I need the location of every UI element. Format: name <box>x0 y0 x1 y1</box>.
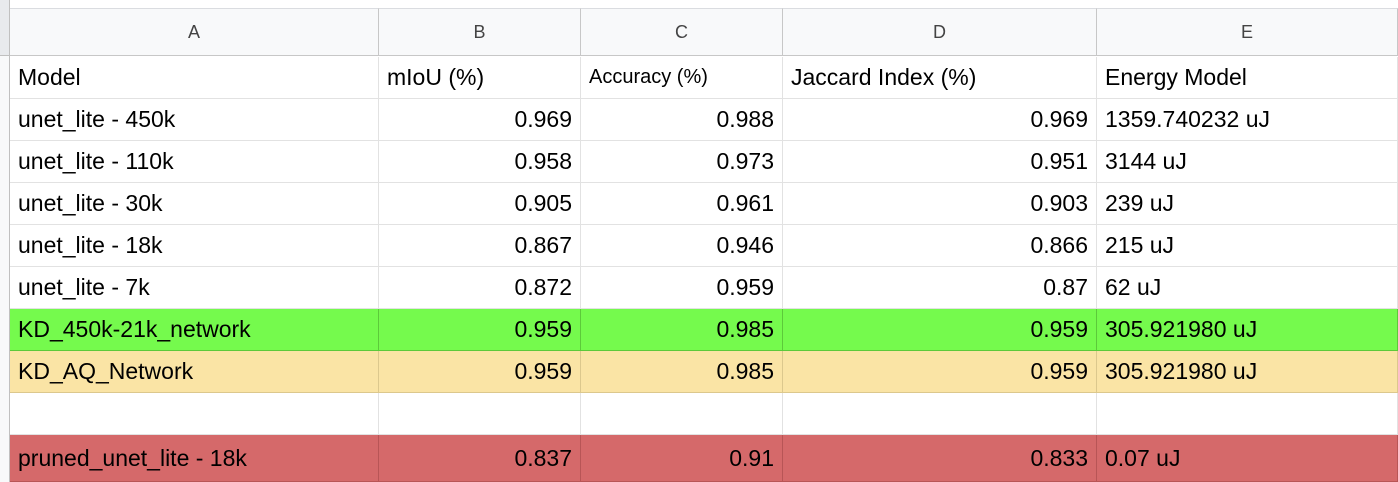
column-header-d[interactable]: D <box>783 8 1097 56</box>
cell-model[interactable]: unet_lite - 450k <box>10 99 379 141</box>
cell-model[interactable]: unet_lite - 110k <box>10 141 379 183</box>
cell-jaccard[interactable]: 0.87 <box>783 267 1097 309</box>
table-row-highlighted-red: pruned_unet_lite - 18k 0.837 0.91 0.833 … <box>10 435 1398 482</box>
cell-jaccard[interactable] <box>783 393 1097 435</box>
cell-jaccard[interactable]: 0.951 <box>783 141 1097 183</box>
cell-model[interactable]: KD_450k-21k_network <box>10 309 379 351</box>
cell-jaccard[interactable]: 0.959 <box>783 309 1097 351</box>
cell-miou[interactable]: 0.969 <box>379 99 581 141</box>
table-row-highlighted-green: KD_450k-21k_network 0.959 0.985 0.959 30… <box>10 309 1398 351</box>
cell-energy[interactable]: 239 uJ <box>1097 183 1398 225</box>
column-header-e[interactable]: E <box>1097 8 1398 56</box>
cell-miou[interactable]: 0.905 <box>379 183 581 225</box>
select-all-corner[interactable] <box>0 0 10 56</box>
table-row: unet_lite - 450k 0.969 0.988 0.969 1359.… <box>10 99 1398 141</box>
cell-energy[interactable]: 215 uJ <box>1097 225 1398 267</box>
cell-accuracy[interactable]: 0.946 <box>581 225 783 267</box>
cell-model[interactable]: unet_lite - 30k <box>10 183 379 225</box>
column-header-a[interactable]: A <box>10 8 379 56</box>
cell-jaccard[interactable]: 0.959 <box>783 351 1097 393</box>
cell-accuracy[interactable]: 0.961 <box>581 183 783 225</box>
cell-model[interactable]: unet_lite - 18k <box>10 225 379 267</box>
cell-energy[interactable]: 1359.740232 uJ <box>1097 99 1398 141</box>
cell-jaccard[interactable]: 0.866 <box>783 225 1097 267</box>
cell-header-accuracy[interactable]: Accuracy (%) <box>581 57 783 99</box>
cell-model[interactable]: unet_lite - 7k <box>10 267 379 309</box>
cell-header-miou[interactable]: mIoU (%) <box>379 57 581 99</box>
cell-jaccard[interactable]: 0.833 <box>783 435 1097 482</box>
cell-miou[interactable]: 0.867 <box>379 225 581 267</box>
table-header-row: Model mIoU (%) Accuracy (%) Jaccard Inde… <box>10 57 1398 99</box>
toolbar-gap <box>10 0 1398 8</box>
table-row-empty <box>10 393 1398 435</box>
cell-header-jaccard[interactable]: Jaccard Index (%) <box>783 57 1097 99</box>
cell-accuracy[interactable]: 0.985 <box>581 351 783 393</box>
cell-model[interactable]: KD_AQ_Network <box>10 351 379 393</box>
table-row: unet_lite - 30k 0.905 0.961 0.903 239 uJ <box>10 183 1398 225</box>
row-header-strip[interactable] <box>0 0 10 482</box>
table-row: unet_lite - 110k 0.958 0.973 0.951 3144 … <box>10 141 1398 183</box>
cell-miou[interactable]: 0.837 <box>379 435 581 482</box>
cell-accuracy[interactable]: 0.91 <box>581 435 783 482</box>
cell-miou[interactable]: 0.958 <box>379 141 581 183</box>
cell-miou[interactable] <box>379 393 581 435</box>
column-header-c[interactable]: C <box>581 8 783 56</box>
cell-energy[interactable]: 305.921980 uJ <box>1097 309 1398 351</box>
cell-accuracy[interactable]: 0.973 <box>581 141 783 183</box>
cell-energy[interactable]: 62 uJ <box>1097 267 1398 309</box>
cell-accuracy[interactable]: 0.985 <box>581 309 783 351</box>
cell-energy[interactable] <box>1097 393 1398 435</box>
cell-accuracy[interactable]: 0.988 <box>581 99 783 141</box>
cell-energy[interactable]: 3144 uJ <box>1097 141 1398 183</box>
cell-jaccard[interactable]: 0.903 <box>783 183 1097 225</box>
cell-miou[interactable]: 0.872 <box>379 267 581 309</box>
cell-header-model[interactable]: Model <box>10 57 379 99</box>
cell-jaccard[interactable]: 0.969 <box>783 99 1097 141</box>
table-row: unet_lite - 7k 0.872 0.959 0.87 62 uJ <box>10 267 1398 309</box>
cell-header-energy[interactable]: Energy Model <box>1097 57 1398 99</box>
cell-miou[interactable]: 0.959 <box>379 351 581 393</box>
cell-accuracy[interactable] <box>581 393 783 435</box>
cell-miou[interactable]: 0.959 <box>379 309 581 351</box>
column-header-b[interactable]: B <box>379 8 581 56</box>
cell-model[interactable]: pruned_unet_lite - 18k <box>10 435 379 482</box>
cell-energy[interactable]: 305.921980 uJ <box>1097 351 1398 393</box>
cell-accuracy[interactable]: 0.959 <box>581 267 783 309</box>
cell-energy[interactable]: 0.07 uJ <box>1097 435 1398 482</box>
cell-model[interactable] <box>10 393 379 435</box>
table-row-highlighted-yellow: KD_AQ_Network 0.959 0.985 0.959 305.9219… <box>10 351 1398 393</box>
table-row: unet_lite - 18k 0.867 0.946 0.866 215 uJ <box>10 225 1398 267</box>
